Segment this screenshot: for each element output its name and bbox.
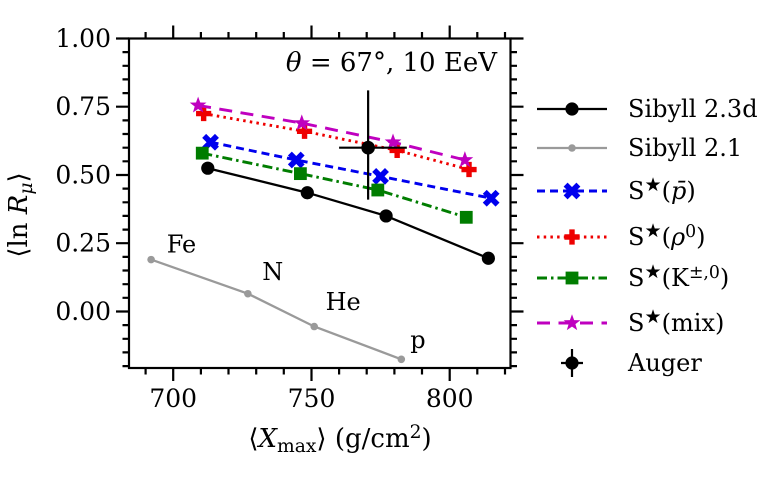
x-tick-label: 750 — [288, 384, 336, 413]
point-label-p: p — [410, 326, 425, 354]
x-tick-label: 800 — [426, 384, 474, 413]
plot-annotation-theta-energy: θ = 67°, 10 EeV — [286, 48, 498, 78]
y-axis-label: ⟨ln Rμ⟩ — [4, 172, 37, 257]
legend-entry-s-mix-: S★(mix) — [537, 305, 724, 337]
x-axis-label: ⟨Xmax⟩ (g/cm2) — [248, 422, 431, 457]
series-s-k-0- — [195, 146, 473, 224]
legend-entry-s-p-: S★(p̄) — [537, 173, 696, 205]
legend-entry-auger: Auger — [561, 349, 702, 377]
legend-entry-sibyll-2-3d: Sibyll 2.3d — [537, 95, 758, 123]
legend-entry-s-0-: S★(ρ0) — [537, 219, 706, 251]
axes: 700 750 800 0.00 0.25 0.50 0.75 1.00 — [55, 24, 524, 413]
point-label-he: He — [326, 288, 361, 316]
y-tick-label: 1.00 — [55, 24, 111, 53]
legend-label: S★(ρ0) — [628, 219, 706, 251]
series-sibyll-2-1 — [147, 255, 406, 364]
x-tick-label: 700 — [149, 384, 197, 413]
y-tick-label: 0.75 — [55, 92, 111, 121]
y-tick-label: 0.00 — [55, 297, 111, 326]
series-sibyll-2-3d — [201, 161, 495, 265]
legend-label: S★(K±,0) — [628, 260, 729, 292]
y-tick-label: 0.50 — [55, 161, 111, 190]
legend-label: Sibyll 2.1 — [628, 134, 742, 162]
legend-entry-s-k-0-: S★(K±,0) — [537, 260, 729, 292]
legend-label: Auger — [627, 349, 702, 377]
auger-data-point — [339, 90, 407, 200]
series-s-mix- — [189, 96, 474, 168]
legend-label: Sibyll 2.3d — [628, 95, 758, 123]
legend-label: S★(p̄) — [628, 173, 696, 205]
series-s-0- — [196, 105, 477, 178]
legend-entry-sibyll-2-1: Sibyll 2.1 — [537, 134, 742, 162]
legend-label: S★(mix) — [628, 305, 724, 337]
point-label-fe: Fe — [167, 231, 197, 259]
series-s-p- — [202, 133, 500, 207]
point-label-n: N — [262, 258, 283, 286]
y-tick-label: 0.25 — [55, 229, 111, 258]
